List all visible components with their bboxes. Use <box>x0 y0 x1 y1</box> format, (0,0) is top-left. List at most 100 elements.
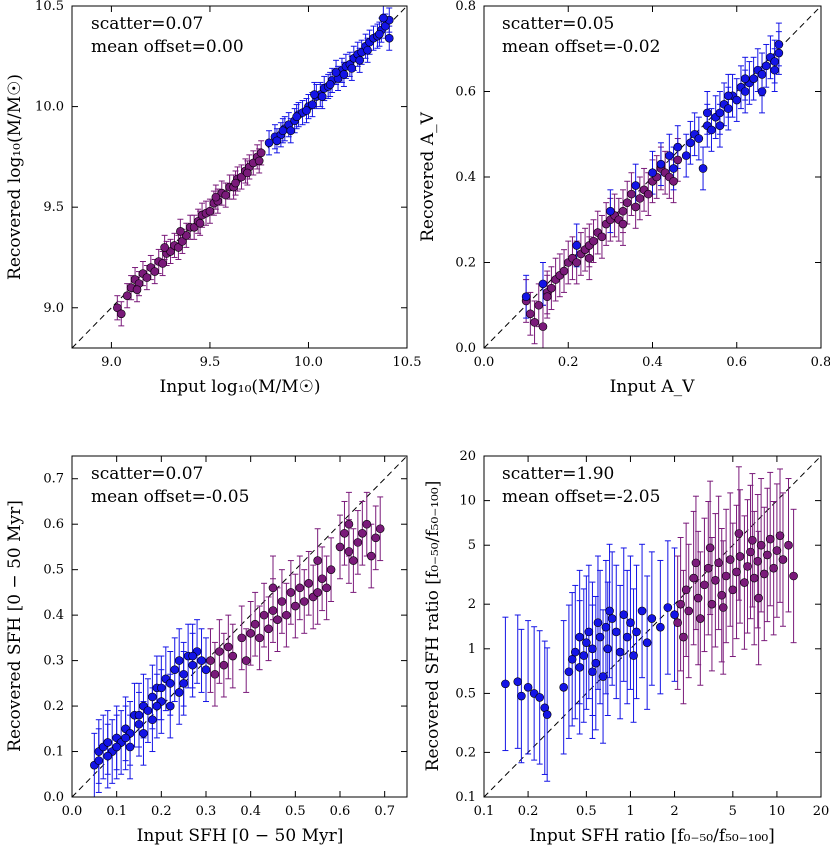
sfh-data-point <box>295 583 305 593</box>
av-data-point <box>749 74 758 83</box>
sfh-data-point <box>201 665 211 674</box>
ratio-data-point <box>559 682 568 692</box>
mass-data-point <box>176 227 185 236</box>
ratio-data-point <box>721 571 731 581</box>
mass-data-point <box>189 222 199 232</box>
sfh-data-point <box>237 633 247 643</box>
panel-sfh: 0.0 0.1 0.2 0.3 0.4 0.5 0.6 0.7 0.0 0.1 0.2 0.3 0.4 0… <box>5 455 408 846</box>
ratio-data-point <box>756 540 766 550</box>
sfh-data-marks <box>72 456 407 797</box>
mass-data-point <box>195 218 205 228</box>
mass-annotation-offset: mean offset=0.00 <box>91 37 244 57</box>
ratio-data-point <box>754 593 763 603</box>
av-data-point <box>686 138 695 148</box>
av-data-point <box>572 258 581 267</box>
mass-data-point <box>375 29 384 39</box>
av-x-tick-label: 0.8 <box>811 355 830 370</box>
mass-x-tick-label: 9.5 <box>200 355 221 370</box>
sfh-data-point <box>335 542 345 552</box>
ratio-data-point <box>673 618 682 628</box>
mass-data-point <box>302 106 311 115</box>
av-data-point <box>597 232 607 242</box>
av-data-point <box>648 168 657 178</box>
mass-ticks: 9.0 9.5 10.0 10.5 9.0 9.5 10.0 10.5 <box>35 0 421 370</box>
sfh-x-tick-label: 0.3 <box>196 804 217 819</box>
av-data-point <box>757 87 767 96</box>
mass-data-point <box>355 56 365 65</box>
panel-sfh-ratio: 0.1 0.2 0.5 1 2 5 10 20 0.1 0.2 0.5 1 2 5 10 20 scatter… <box>423 449 829 846</box>
mass-data-point <box>317 92 327 101</box>
ratio-data-point <box>784 540 793 550</box>
av-data-marks <box>484 6 821 348</box>
av-data-point <box>702 108 712 118</box>
ratio-data-point <box>582 638 591 647</box>
av-data-point <box>681 151 691 160</box>
av-data-point <box>542 292 552 302</box>
ratio-ticks: 0.1 0.2 0.5 1 2 5 10 20 0.1 0.2 0.5 1 2 5 10 20 <box>455 449 829 819</box>
ratio-data-point <box>615 647 625 657</box>
ratio-plot-frame <box>483 455 822 798</box>
sfh-data-point <box>197 656 206 665</box>
sfh-data-point <box>259 610 269 620</box>
ratio-data-point <box>567 654 577 664</box>
sfh-data-point <box>313 556 322 565</box>
ratio-data-point <box>725 555 735 564</box>
sfh-data-point <box>188 651 197 661</box>
mass-x-tick-label: 10.0 <box>294 355 323 370</box>
mass-x-tick-label: 10.5 <box>393 355 422 370</box>
ratio-data-point <box>772 546 782 555</box>
ratio-data-point <box>789 571 798 581</box>
av-data-point <box>538 279 548 289</box>
mass-data-point <box>310 90 319 99</box>
av-x-axis-label: Input A_V <box>610 377 696 397</box>
sfh-y-tick-label: 0.1 <box>43 745 64 760</box>
av-data-point <box>589 236 598 246</box>
ratio-data-point <box>732 567 741 577</box>
sfh-data-point <box>264 624 273 634</box>
sfh-annotation-scatter: scatter=0.07 <box>91 464 203 484</box>
sfh-data-point <box>349 556 358 565</box>
ratio-y-tick-label: 1 <box>468 642 476 657</box>
av-data-point <box>673 142 683 152</box>
ratio-data-point <box>734 529 744 538</box>
av-data-point <box>770 57 779 66</box>
mass-data-point <box>181 231 191 240</box>
sfh-x-tick-label: 0.4 <box>240 804 261 819</box>
sfh-data-point <box>179 679 188 688</box>
sfh-y-tick-label: 0.0 <box>43 790 64 805</box>
mass-data-point <box>331 68 341 77</box>
mass-data-point <box>211 192 221 202</box>
mass-data-point <box>166 247 175 256</box>
mass-data-point <box>347 64 357 73</box>
sfh-y-tick-label: 0.5 <box>43 563 64 578</box>
sfh-data-point <box>148 715 157 725</box>
mass-data-point <box>221 190 231 200</box>
av-data-point <box>665 151 674 160</box>
ratio-y-tick-label: 2 <box>468 597 476 612</box>
av-data-point <box>740 74 750 83</box>
ratio-data-point <box>696 614 705 623</box>
sfh-y-tick-label: 0.7 <box>43 472 64 487</box>
ratio-data-point <box>622 632 632 642</box>
ratio-data-point <box>611 627 621 637</box>
sfh-data-point <box>366 551 376 561</box>
av-x-tick-label: 0.0 <box>474 355 495 370</box>
ratio-data-point <box>501 679 510 689</box>
mass-data-point <box>132 285 142 294</box>
sfh-data-point <box>103 751 113 761</box>
ratio-data-point <box>663 603 673 612</box>
sfh-data-point <box>277 597 287 606</box>
av-annotation-offset: mean offset=-0.02 <box>502 37 660 57</box>
sfh-y-tick-label: 0.4 <box>43 608 64 623</box>
sfh-data-point <box>340 528 349 538</box>
sfh-data-point <box>304 579 314 588</box>
av-data-point <box>635 194 645 203</box>
mass-data-point <box>381 21 390 31</box>
sfh-data-point <box>103 738 113 747</box>
sfh-data-point <box>157 683 166 693</box>
sfh-data-point <box>206 656 215 665</box>
mass-data-point <box>158 259 167 268</box>
ratio-y-tick-label: 20 <box>459 449 476 464</box>
ratio-data-point <box>595 632 605 642</box>
ratio-annotation-scatter: scatter=1.90 <box>502 464 614 484</box>
